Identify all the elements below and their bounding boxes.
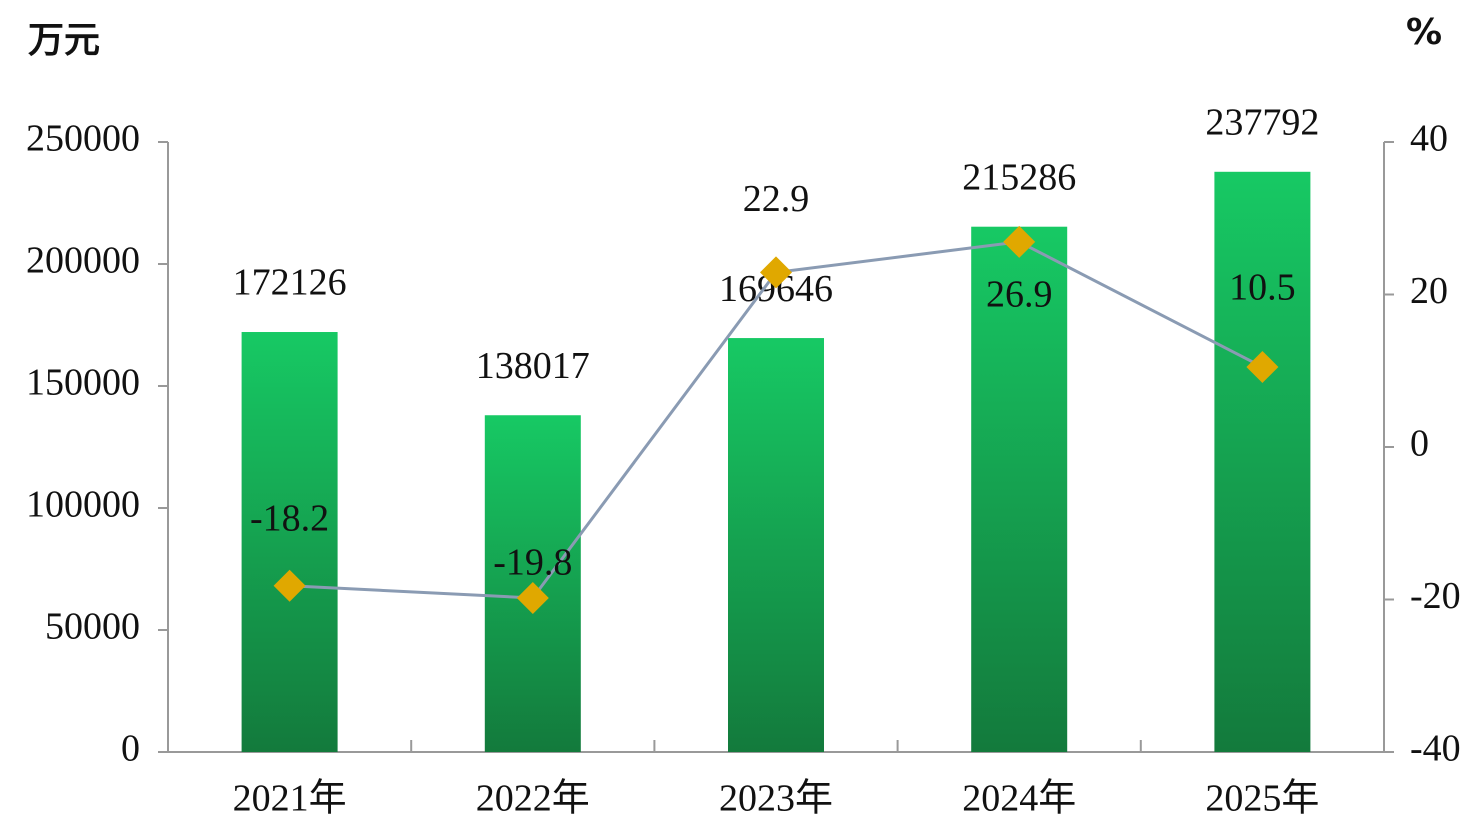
bar xyxy=(971,226,1068,753)
line-value-label: 26.9 xyxy=(986,274,1053,316)
y2-axis-title: % xyxy=(1406,12,1442,53)
bar xyxy=(241,332,338,752)
x-tick-label: 2022年 xyxy=(476,778,590,820)
line-value-label: 10.5 xyxy=(1229,267,1296,309)
y-tick-label: 100000 xyxy=(26,484,140,526)
y-tick-label: 0 xyxy=(121,728,140,770)
bar-value-label: 172126 xyxy=(233,262,347,304)
bar-value-label: 237792 xyxy=(1205,102,1319,144)
x-tick-label: 2023年 xyxy=(719,778,833,820)
line-marker xyxy=(760,256,792,289)
y2-tick-label: 0 xyxy=(1410,423,1429,465)
x-tick-label: 2025年 xyxy=(1205,778,1319,820)
line-marker xyxy=(273,569,306,602)
x-tick-label: 2021年 xyxy=(233,778,347,820)
bar xyxy=(1214,171,1311,752)
line-value-label: -19.8 xyxy=(493,542,572,584)
y2-tick-label: -20 xyxy=(1410,575,1461,617)
y-axis-title: 万元 xyxy=(28,20,100,61)
line-marker xyxy=(516,581,549,614)
y-tick-label: 250000 xyxy=(26,118,140,160)
y2-tick-label: 40 xyxy=(1410,118,1448,160)
line-value-label: -18.2 xyxy=(250,497,329,539)
x-tick-label: 2024年 xyxy=(962,778,1076,820)
line-marker xyxy=(1003,225,1036,258)
y2-tick-label: -40 xyxy=(1410,728,1461,770)
y2-tick-label: 20 xyxy=(1410,270,1448,312)
y-tick-label: 200000 xyxy=(26,240,140,282)
y-tick-label: 50000 xyxy=(45,606,140,648)
line-marker xyxy=(1246,350,1279,383)
bar-value-label: 215286 xyxy=(962,156,1076,198)
y-tick-label: 150000 xyxy=(26,362,140,404)
bar xyxy=(728,338,824,752)
bar-value-label: 138017 xyxy=(476,345,590,387)
line-value-label: 22.9 xyxy=(743,178,810,220)
